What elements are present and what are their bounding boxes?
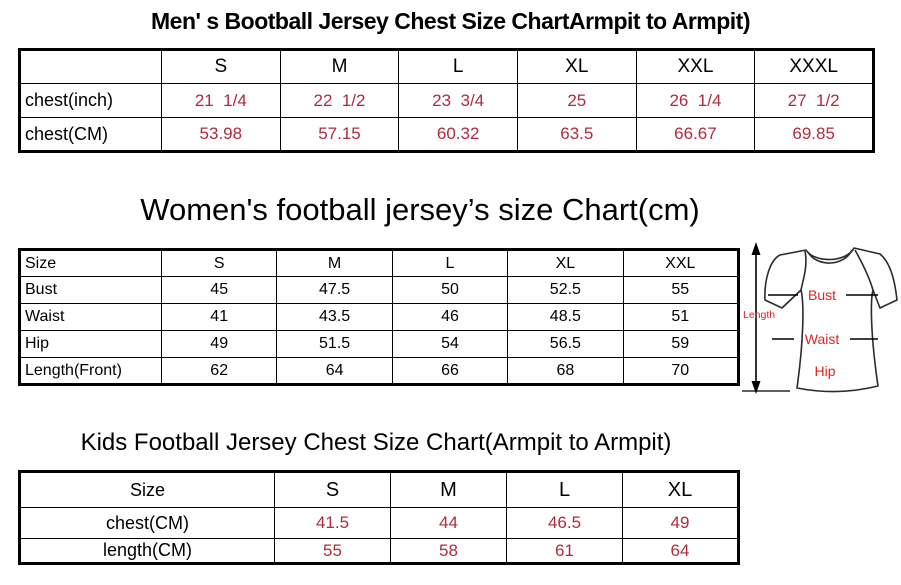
row-label: Hip: [19, 330, 162, 358]
row-label: Length(Front): [19, 357, 162, 385]
size-cell: 44: [390, 507, 507, 539]
kids-size-table: Size S M L XL chest(CM) 41.5 44 46.5 49 …: [18, 470, 740, 565]
size-cell: 50: [391, 276, 509, 304]
measurement-labels: Bust Waist Hip Length: [743, 287, 878, 379]
size-cell: 63.5: [516, 117, 637, 152]
size-cell: 61: [506, 538, 623, 564]
length-arrow-icon: [742, 242, 790, 394]
column-header-s: S: [161, 49, 281, 84]
size-cell: 45: [160, 276, 278, 304]
row-label: Bust: [19, 276, 162, 304]
size-cell: 64: [276, 357, 393, 385]
size-cell: 59: [622, 330, 740, 358]
waist-label: Waist: [805, 331, 840, 347]
size-cell: 49: [160, 330, 278, 358]
size-cell: 27 1/2: [754, 83, 874, 118]
tshirt-outline: [764, 247, 898, 393]
size-cell: 56.5: [507, 330, 624, 358]
column-header-m: M: [276, 249, 393, 277]
mens-chart-title: Men' s Bootball Jersey Chest Size ChartA…: [151, 8, 751, 34]
size-cell: 66: [391, 357, 509, 385]
size-cell: 25: [516, 83, 637, 118]
column-header-xl: XL: [516, 49, 637, 84]
row-label: chest(CM): [19, 507, 275, 539]
row-label: chest(inch): [19, 83, 162, 118]
kids-chart-title: Kids Football Jersey Chest Size Chart(Ar…: [80, 429, 672, 456]
size-cell: 55: [622, 276, 740, 304]
size-cell: 43.5: [276, 303, 393, 331]
column-header-m: M: [390, 471, 507, 508]
hip-label: Hip: [814, 363, 835, 379]
table-row-waist: Waist 41 43.5 46 48.5 51: [19, 303, 740, 331]
row-label: Waist: [19, 303, 162, 331]
bust-label: Bust: [808, 287, 836, 303]
length-label: Length: [743, 309, 775, 321]
column-header-s: S: [274, 471, 391, 508]
column-header-xl: XL: [507, 249, 624, 277]
size-cell: 22 1/2: [279, 83, 400, 118]
column-header-xxl: XXL: [635, 49, 756, 84]
column-header-s: S: [160, 249, 278, 277]
size-cell: 51: [622, 303, 740, 331]
size-cell: 70: [622, 357, 740, 385]
size-cell: 23 3/4: [398, 83, 518, 118]
column-header-xxl: XXL: [622, 249, 740, 277]
size-cell: 26 1/4: [635, 83, 756, 118]
size-cell: 62: [160, 357, 278, 385]
row-label: length(CM): [19, 538, 275, 564]
womens-size-table: Size S M L XL XXL Bust 45 47.5 50 52.5 5…: [18, 248, 740, 386]
table-row-hip: Hip 49 51.5 54 56.5 59: [19, 330, 740, 358]
size-cell: 52.5: [507, 276, 624, 304]
row-label: chest(CM): [19, 117, 162, 152]
size-cell: 53.98: [161, 117, 281, 152]
size-cell: 46.5: [506, 507, 623, 539]
column-header-m: M: [279, 49, 400, 84]
womens-chart-title: Women's football jersey’s size Chart(cm): [140, 192, 700, 227]
size-cell: 51.5: [276, 330, 393, 358]
size-cell: 69.85: [754, 117, 874, 152]
column-header-size: Size: [19, 249, 162, 277]
column-header-l: L: [391, 249, 509, 277]
column-header-l: L: [398, 49, 518, 84]
table-header-row: Size S M L XL XXL: [19, 249, 740, 277]
table-row-chest-cm: chest(CM) 53.98 57.15 60.32 63.5 66.67 6…: [19, 117, 874, 152]
tshirt-measure-diagram: Bust Waist Hip Length: [742, 242, 898, 394]
table-header-row: S M L XL XXL XXXL: [19, 49, 874, 84]
column-header-l: L: [506, 471, 623, 508]
size-cell: 41: [160, 303, 278, 331]
size-cell: 60.32: [398, 117, 518, 152]
size-cell: 58: [390, 538, 507, 564]
mens-size-table: S M L XL XXL XXXL chest(inch) 21 1/4 22 …: [18, 48, 875, 153]
size-cell: 64: [622, 538, 739, 564]
size-cell: 66.67: [635, 117, 756, 152]
column-header-blank: [19, 49, 162, 84]
size-cell: 21 1/4: [161, 83, 281, 118]
table-row-chest-inch: chest(inch) 21 1/4 22 1/2 23 3/4 25 26 1…: [19, 83, 874, 118]
size-cell: 46: [391, 303, 509, 331]
column-header-xxxl: XXXL: [754, 49, 874, 84]
size-cell: 55: [274, 538, 391, 564]
column-header-xl: XL: [622, 471, 739, 508]
size-cell: 57.15: [279, 117, 400, 152]
table-row-length-front: Length(Front) 62 64 66 68 70: [19, 357, 740, 385]
table-header-row: Size S M L XL: [19, 471, 739, 508]
size-cell: 54: [391, 330, 509, 358]
size-cell: 47.5: [276, 276, 393, 304]
table-row-bust: Bust 45 47.5 50 52.5 55: [19, 276, 740, 304]
size-cell: 68: [507, 357, 624, 385]
size-cell: 49: [622, 507, 739, 539]
table-row-chest-cm: chest(CM) 41.5 44 46.5 49: [19, 507, 739, 539]
column-header-size: Size: [19, 471, 275, 508]
size-cell: 41.5: [274, 507, 391, 539]
table-row-length-cm: length(CM) 55 58 61 64: [19, 538, 739, 564]
size-cell: 48.5: [507, 303, 624, 331]
